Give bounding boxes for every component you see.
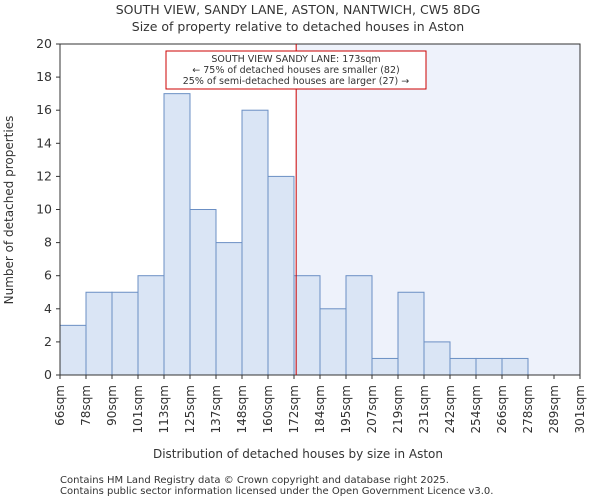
y-tick-label: 20 xyxy=(36,36,52,51)
annotation-line: SOUTH VIEW SANDY LANE: 173sqm xyxy=(211,54,380,65)
histogram-bar xyxy=(319,308,347,376)
histogram-bar xyxy=(111,291,139,376)
x-tick-label: 219sqm xyxy=(391,385,405,433)
x-tick-label: 289sqm xyxy=(547,385,561,433)
histogram-bar xyxy=(85,291,113,376)
histogram-bar xyxy=(163,93,191,376)
x-tick-label: 125sqm xyxy=(183,385,197,433)
annotation-line: ← 75% of detached houses are smaller (82… xyxy=(192,65,399,76)
x-tick-label: 231sqm xyxy=(417,385,431,433)
x-tick-label: 266sqm xyxy=(495,385,509,433)
footer-line-2: Contains public sector information licen… xyxy=(60,486,493,497)
x-tick-label: 301sqm xyxy=(573,385,587,433)
plot-area: 0 2 4 6 8 10 12 14 16 18 20 66sqm 78sqm 90sqm 101sqm 11… xyxy=(36,36,587,433)
histogram-bar xyxy=(241,109,269,376)
x-tick-label: 184sqm xyxy=(313,385,327,433)
y-tick-label: 2 xyxy=(44,334,52,349)
x-tick-label: 113sqm xyxy=(157,385,171,433)
annotation-line: 25% of semi-detached houses are larger (… xyxy=(183,76,410,87)
y-tick-label: 4 xyxy=(44,301,52,316)
x-tick-label: 66sqm xyxy=(53,385,67,426)
x-tick-label: 207sqm xyxy=(365,385,379,433)
x-tick-label: 242sqm xyxy=(443,385,457,433)
histogram-bar xyxy=(345,275,373,376)
histogram-bar xyxy=(59,324,87,376)
x-tick-label: 148sqm xyxy=(235,385,249,433)
x-axis-label: Distribution of detached houses by size … xyxy=(153,447,443,461)
histogram-bar xyxy=(293,275,321,376)
histogram-bar xyxy=(397,291,425,376)
y-tick-label: 0 xyxy=(44,367,52,382)
x-tick-label: 78sqm xyxy=(79,385,93,426)
y-tick-label: 10 xyxy=(36,202,52,217)
histogram-bar xyxy=(501,357,529,376)
y-tick-label: 8 xyxy=(44,235,52,250)
x-tick-label: 254sqm xyxy=(469,385,483,433)
y-tick-label: 12 xyxy=(36,168,52,183)
histogram-bar xyxy=(215,242,243,376)
y-tick-label: 16 xyxy=(36,102,52,117)
histogram-bar xyxy=(267,175,295,376)
histogram-bar xyxy=(423,341,451,376)
chart-subtitle: Size of property relative to detached ho… xyxy=(132,19,464,34)
x-tick-label: 137sqm xyxy=(209,385,223,433)
footer-line-1: Contains HM Land Registry data © Crown c… xyxy=(60,475,449,486)
y-tick-label: 14 xyxy=(36,135,52,150)
x-tick-label: 195sqm xyxy=(339,385,353,433)
x-tick-label: 172sqm xyxy=(287,385,301,433)
histogram-bar xyxy=(189,209,217,376)
y-tick-label: 18 xyxy=(36,69,52,84)
annotation-box xyxy=(165,50,427,90)
y-tick-label: 6 xyxy=(44,268,52,283)
histogram-bar xyxy=(449,357,477,376)
y-axis-label: Number of detached properties xyxy=(2,116,16,305)
x-tick-label: 160sqm xyxy=(261,385,275,433)
histogram-bar xyxy=(475,357,503,376)
histogram-bar xyxy=(137,275,165,376)
histogram-bar xyxy=(371,357,399,376)
chart-title: SOUTH VIEW, SANDY LANE, ASTON, NANTWICH,… xyxy=(116,2,481,17)
x-tick-label: 101sqm xyxy=(131,385,145,433)
x-tick-label: 278sqm xyxy=(521,385,535,433)
x-tick-label: 90sqm xyxy=(105,385,119,426)
